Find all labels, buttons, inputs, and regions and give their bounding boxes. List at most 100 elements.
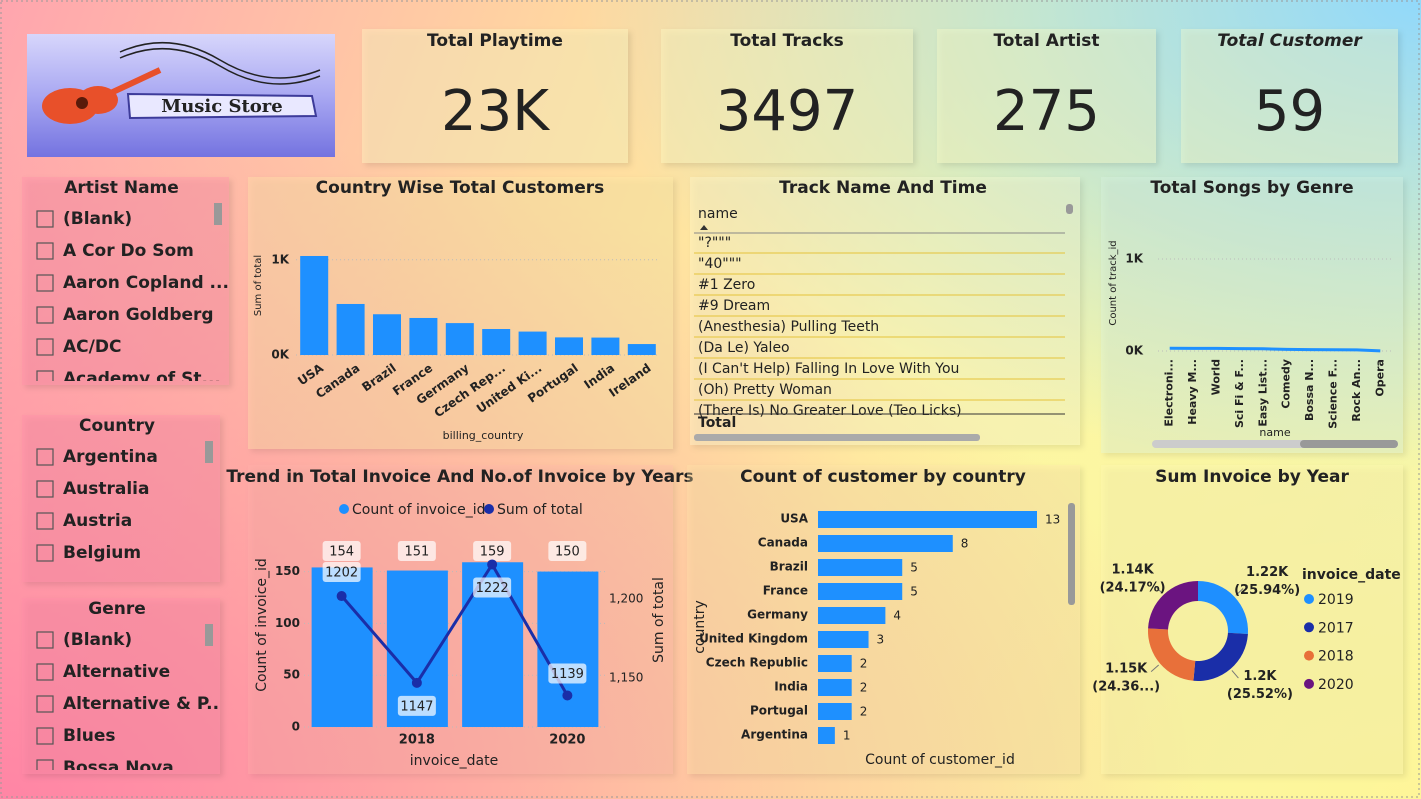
sort-arrow (700, 225, 708, 230)
bar (336, 303, 365, 355)
checkbox[interactable] (36, 306, 54, 324)
bar (818, 679, 852, 696)
checkbox[interactable] (36, 448, 54, 466)
data-label: 1222 (476, 581, 509, 596)
y2-tick-label: 1,150 (609, 671, 643, 685)
bar (482, 329, 511, 355)
scrollbar (205, 441, 213, 463)
slicer-item: Alternative & P... (63, 694, 226, 714)
checkbox[interactable] (36, 274, 54, 292)
scrollbar (205, 624, 213, 646)
checkbox[interactable] (36, 370, 54, 387)
y-axis-label: Count of track_id (1108, 240, 1119, 325)
y-tick-label: 0K (1125, 344, 1143, 358)
slicer-item: Alternative (63, 662, 170, 682)
y-tick-label: Germany (747, 608, 808, 622)
card-title: Total Playtime (427, 31, 563, 51)
data-label-box (548, 663, 587, 684)
x-axis-label: Count of customer_id (865, 752, 1015, 768)
bar (818, 511, 1037, 528)
data-label: 154 (329, 545, 354, 560)
y-axis-label: country (692, 600, 708, 654)
banner (126, 92, 318, 120)
card-title: Total Artist (993, 31, 1099, 51)
checkbox[interactable] (36, 695, 54, 713)
checkbox[interactable] (36, 759, 54, 776)
bar (818, 535, 953, 552)
legend-label: Count of invoice_id (352, 502, 486, 518)
y2-axis-label: Sum of total (651, 577, 667, 663)
bar (818, 631, 869, 648)
bar (555, 337, 583, 355)
bar (591, 337, 620, 355)
bar (537, 571, 599, 727)
card-value: 59 (1254, 79, 1325, 144)
x-tick-label: Heavy M... (1186, 359, 1199, 425)
slicer-items: (Blank) A Cor Do Som Aaron Copland ... Aaro… (36, 209, 229, 389)
data-label: 2 (860, 681, 868, 695)
data-label-box (473, 541, 512, 561)
slicer-item: (Blank) (63, 209, 132, 229)
data-label-percent: (24.17%) (1100, 580, 1166, 595)
panel (22, 177, 229, 385)
h-scrollbar-thumb (1300, 440, 1398, 448)
checkbox[interactable] (36, 663, 54, 681)
y-tick-label: Canada (758, 536, 808, 550)
data-label-box (548, 541, 587, 561)
legend-marker (484, 504, 494, 514)
x-tick-label: 2020 (549, 733, 585, 748)
slicer-title: Artist Name (64, 178, 179, 198)
table-cell: (Da Le) Yaleo (698, 340, 790, 356)
data-label: 151 (404, 545, 429, 560)
y-tick-label: 150 (275, 564, 300, 578)
x-tick-label: Easy List... (1256, 359, 1269, 427)
data-label: 13 (1045, 513, 1060, 527)
leader-line (1154, 585, 1163, 594)
slicer-item: A Cor Do Som (63, 241, 194, 261)
slicer-item: (Blank) (63, 630, 132, 650)
bar (818, 655, 852, 672)
data-label: 5 (910, 585, 918, 599)
data-label: 1.15K (1105, 662, 1148, 677)
panel (661, 29, 913, 163)
x-tick-label: 2018 (399, 733, 435, 748)
chart-title: Trend in Total Invoice And No.of Invoice… (226, 467, 693, 487)
leader-line (1235, 588, 1244, 596)
checkbox[interactable] (36, 727, 54, 745)
y-axis-label: Count of invoice_id (254, 558, 270, 692)
data-label-box (473, 577, 512, 598)
checkbox[interactable] (36, 338, 54, 356)
data-label-percent: (25.52%) (1227, 687, 1293, 702)
x-axis-label: billing_country (443, 429, 524, 442)
table-header: name (698, 206, 738, 222)
donut-slice (1148, 628, 1196, 681)
checkbox[interactable] (36, 544, 54, 562)
slicer-item: Aaron Goldberg (63, 305, 214, 325)
slicer-item: Austria (63, 511, 132, 531)
card-title: Total Customer (1217, 31, 1363, 51)
y-tick-label: USA (780, 512, 808, 526)
table-cell: (I Can't Help) Falling In Love With You (698, 361, 959, 377)
checkbox[interactable] (36, 631, 54, 649)
slicer-item: Academy of St... (63, 369, 221, 389)
checkbox[interactable] (36, 242, 54, 260)
checkbox[interactable] (36, 210, 54, 228)
data-label: 8 (961, 537, 969, 551)
y-tick-label: 50 (283, 668, 300, 682)
card-value: 3497 (716, 79, 859, 144)
legend-title: invoice_date (1302, 567, 1401, 583)
panel (22, 598, 220, 774)
bar (818, 703, 852, 720)
y-tick-label: 0 (292, 720, 300, 734)
leader-line (1150, 664, 1160, 672)
checkbox[interactable] (36, 512, 54, 530)
slicer-item: AC/DC (63, 337, 121, 357)
bar (818, 583, 903, 600)
card-value: 275 (993, 79, 1100, 144)
checkbox[interactable] (36, 480, 54, 498)
x-axis-label: invoice_date (410, 753, 498, 769)
data-label: 1.22K (1246, 565, 1289, 580)
data-label: 2 (860, 705, 868, 719)
